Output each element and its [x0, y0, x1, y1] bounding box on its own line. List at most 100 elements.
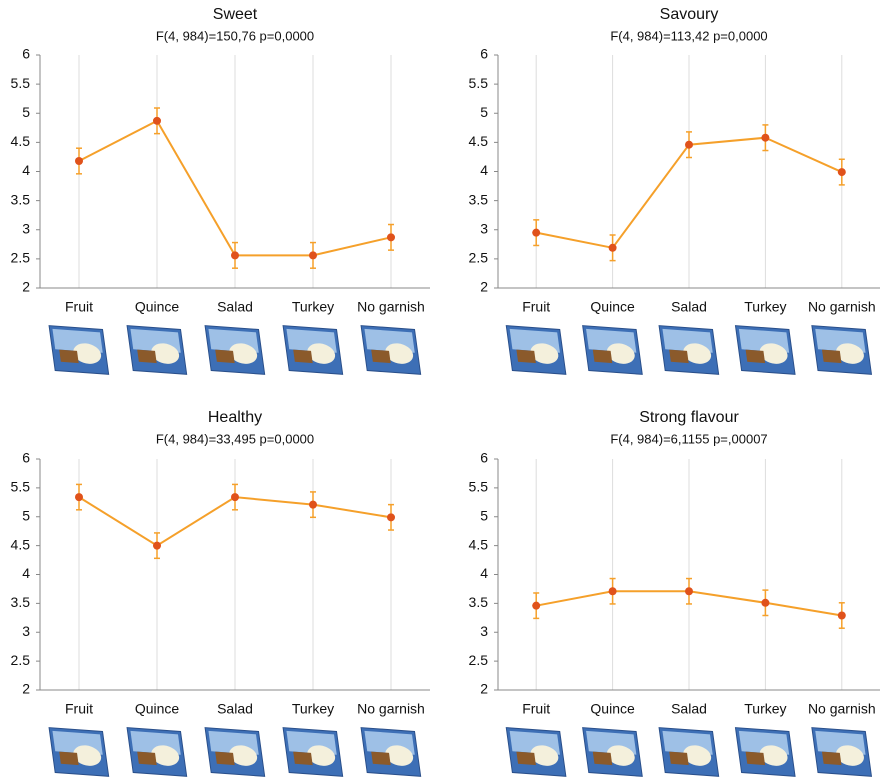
x-tick-label: Salad — [671, 701, 707, 717]
garnish — [516, 752, 535, 766]
y-tick-label: 4 — [480, 162, 488, 178]
y-tick-label: 5.5 — [469, 479, 489, 495]
point — [153, 117, 161, 125]
x-tick-label: Turkey — [292, 701, 334, 717]
garnish — [371, 350, 390, 364]
garnish — [593, 350, 612, 364]
point — [309, 251, 317, 259]
y-tick-label: 6 — [480, 46, 488, 62]
point — [609, 244, 617, 252]
point — [838, 612, 846, 620]
y-tick-label: 3.5 — [469, 191, 489, 207]
y-tick-label: 2.5 — [11, 250, 31, 266]
y-tick-label: 4 — [22, 565, 30, 581]
product-image — [735, 728, 795, 777]
y-tick-label: 3 — [480, 220, 488, 236]
product-image — [283, 326, 343, 375]
garnish — [293, 752, 312, 766]
garnish — [137, 350, 156, 364]
y-tick-label: 4.5 — [469, 536, 489, 552]
product-image — [361, 326, 421, 375]
y-tick-label: 3 — [480, 623, 488, 639]
y-tick-label: 2 — [22, 681, 30, 697]
garnish — [215, 752, 234, 766]
x-tick-label: Salad — [217, 701, 253, 717]
point — [75, 493, 83, 501]
chart-subtitle: F(4, 984)=113,42 p=0,0000 — [610, 28, 767, 43]
y-tick-label: 2 — [480, 279, 488, 295]
product-image — [506, 728, 566, 777]
x-tick-label: Fruit — [65, 299, 93, 315]
y-tick-label: 5 — [480, 104, 488, 120]
y-tick-label: 6 — [22, 46, 30, 62]
garnish — [371, 752, 390, 766]
point — [532, 229, 540, 237]
y-tick-label: 3.5 — [11, 594, 31, 610]
y-tick-label: 2.5 — [469, 652, 489, 668]
product-image — [49, 728, 109, 777]
x-tick-label: Quince — [590, 701, 635, 717]
point — [153, 542, 161, 550]
product-image — [735, 326, 795, 375]
y-tick-label: 4 — [480, 565, 488, 581]
y-tick-label: 6 — [480, 450, 488, 466]
y-tick-label: 5 — [22, 104, 30, 120]
product-image — [361, 728, 421, 777]
y-tick-label: 3.5 — [469, 594, 489, 610]
point — [838, 168, 846, 176]
y-tick-label: 5 — [22, 507, 30, 523]
y-tick-label: 4.5 — [11, 536, 31, 552]
chart-title: Sweet — [213, 6, 258, 23]
point — [761, 134, 769, 142]
y-tick-label: 4.5 — [11, 133, 31, 149]
garnish — [59, 752, 78, 766]
y-tick-label: 6 — [22, 450, 30, 466]
y-tick-label: 3 — [22, 623, 30, 639]
x-tick-label: Salad — [671, 299, 707, 315]
point — [761, 599, 769, 607]
point — [309, 501, 317, 509]
x-tick-label: Quince — [590, 299, 635, 315]
x-tick-label: No garnish — [808, 701, 876, 717]
y-tick-label: 5 — [480, 507, 488, 523]
point — [387, 513, 395, 521]
garnish — [59, 350, 78, 364]
product-image — [812, 728, 872, 777]
garnish — [822, 350, 841, 364]
garnish — [137, 752, 156, 766]
product-image — [583, 326, 643, 375]
point — [685, 141, 693, 149]
product-image — [506, 326, 566, 375]
x-tick-label: No garnish — [357, 701, 425, 717]
x-tick-label: Fruit — [65, 701, 93, 717]
product-image — [659, 326, 719, 375]
y-tick-label: 2.5 — [11, 652, 31, 668]
y-tick-label: 3.5 — [11, 191, 31, 207]
y-tick-label: 5.5 — [469, 75, 489, 91]
point — [532, 602, 540, 610]
x-tick-label: Turkey — [744, 299, 786, 315]
x-tick-label: Fruit — [522, 299, 550, 315]
garnish — [746, 350, 765, 364]
garnish — [746, 752, 765, 766]
point — [387, 233, 395, 241]
product-image — [127, 326, 187, 375]
product-image — [812, 326, 872, 375]
x-tick-label: Salad — [217, 299, 253, 315]
product-image — [49, 326, 109, 375]
garnish — [669, 752, 688, 766]
x-tick-label: Fruit — [522, 701, 550, 717]
y-tick-label: 5.5 — [11, 75, 31, 91]
x-tick-label: Turkey — [292, 299, 334, 315]
garnish — [215, 350, 234, 364]
product-image — [583, 728, 643, 777]
product-image — [659, 728, 719, 777]
x-tick-label: No garnish — [357, 299, 425, 315]
chart-subtitle: F(4, 984)=33,495 p=0,0000 — [156, 431, 314, 446]
garnish — [822, 752, 841, 766]
x-tick-label: No garnish — [808, 299, 876, 315]
point — [75, 157, 83, 165]
garnish — [593, 752, 612, 766]
product-image — [205, 728, 265, 777]
x-tick-label: Quince — [135, 701, 180, 717]
